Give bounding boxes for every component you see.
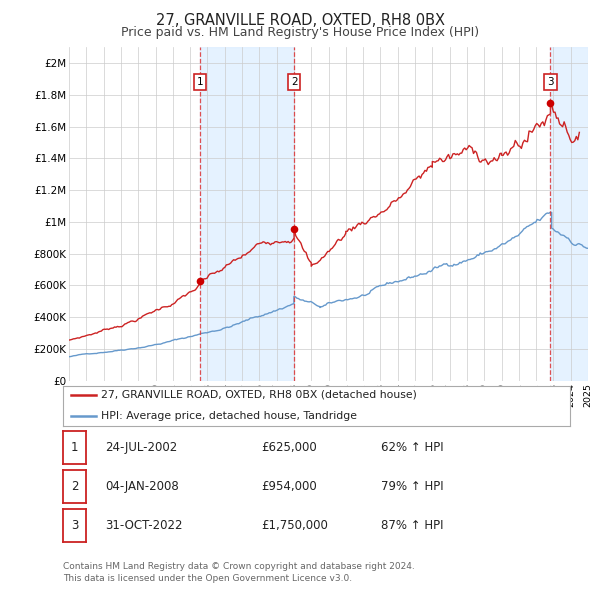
- Text: 3: 3: [71, 519, 78, 532]
- Text: 2: 2: [291, 77, 298, 87]
- Text: 04-JAN-2008: 04-JAN-2008: [105, 480, 179, 493]
- Text: 31-OCT-2022: 31-OCT-2022: [105, 519, 182, 532]
- Text: 27, GRANVILLE ROAD, OXTED, RH8 0BX: 27, GRANVILLE ROAD, OXTED, RH8 0BX: [155, 13, 445, 28]
- Text: HPI: Average price, detached house, Tandridge: HPI: Average price, detached house, Tand…: [101, 411, 357, 421]
- Text: £625,000: £625,000: [261, 441, 317, 454]
- Text: £954,000: £954,000: [261, 480, 317, 493]
- Text: 1: 1: [71, 441, 78, 454]
- Text: 87% ↑ HPI: 87% ↑ HPI: [381, 519, 443, 532]
- Bar: [200, 47, 294, 381]
- Text: 3: 3: [547, 77, 554, 87]
- Text: 62% ↑ HPI: 62% ↑ HPI: [381, 441, 443, 454]
- Text: Price paid vs. HM Land Registry's House Price Index (HPI): Price paid vs. HM Land Registry's House …: [121, 26, 479, 39]
- Text: 2: 2: [71, 480, 78, 493]
- Text: 24-JUL-2002: 24-JUL-2002: [105, 441, 177, 454]
- Text: 27, GRANVILLE ROAD, OXTED, RH8 0BX (detached house): 27, GRANVILLE ROAD, OXTED, RH8 0BX (deta…: [101, 389, 417, 399]
- Text: 79% ↑ HPI: 79% ↑ HPI: [381, 480, 443, 493]
- Bar: [550, 47, 588, 381]
- Text: 1: 1: [196, 77, 203, 87]
- Text: Contains HM Land Registry data © Crown copyright and database right 2024.
This d: Contains HM Land Registry data © Crown c…: [63, 562, 415, 583]
- Text: £1,750,000: £1,750,000: [261, 519, 328, 532]
